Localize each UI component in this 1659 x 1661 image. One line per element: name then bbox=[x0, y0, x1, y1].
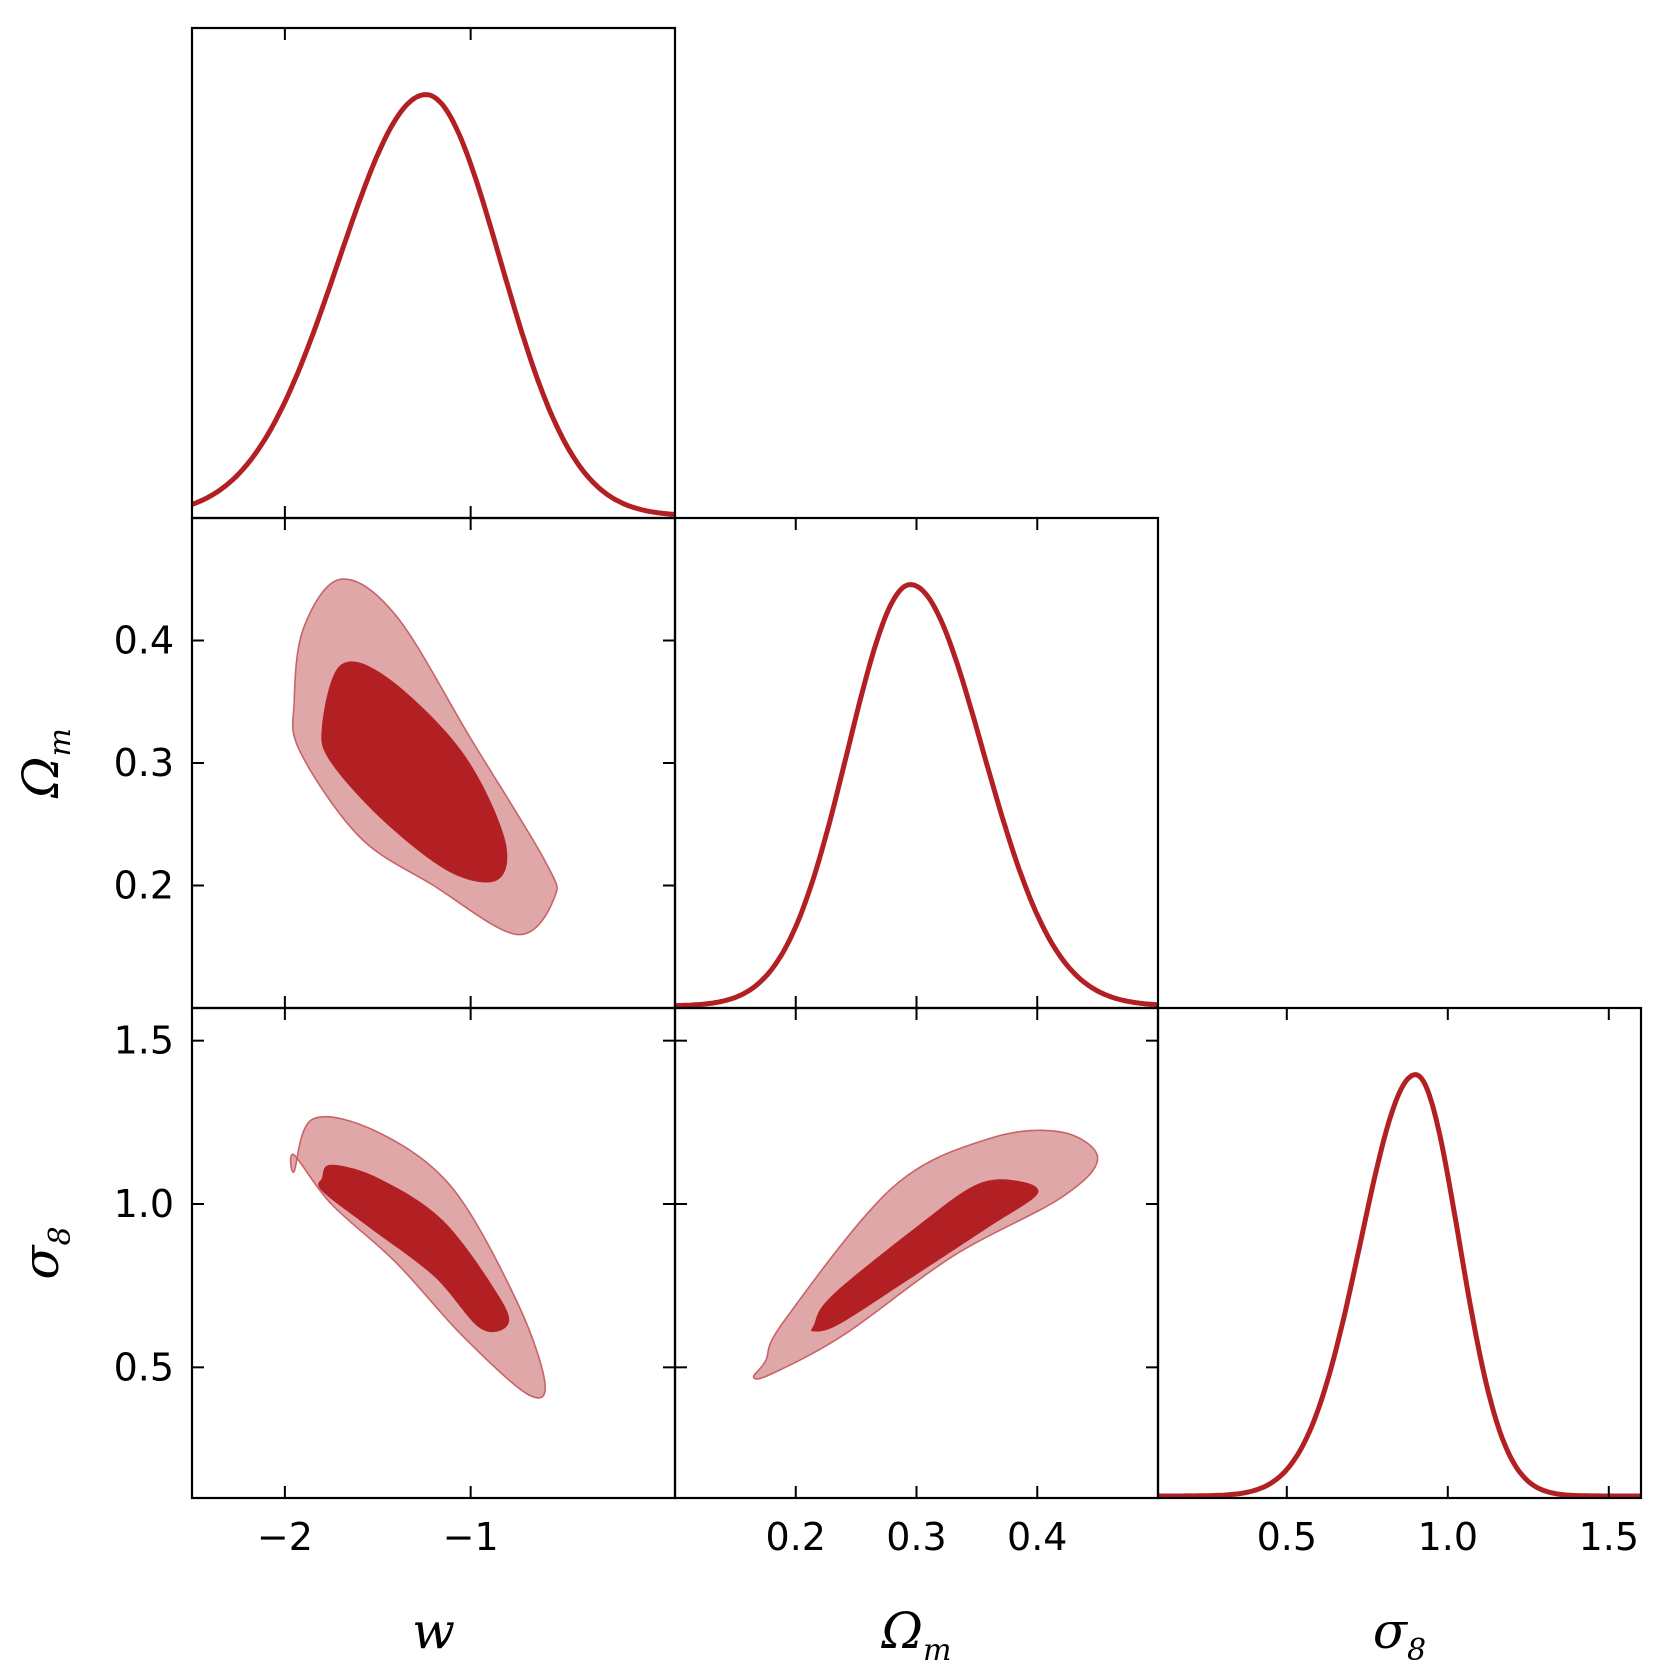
x-tick-label-Om: 0.4 bbox=[1007, 1515, 1067, 1559]
panel-Om-s8 bbox=[673, 1006, 1160, 1500]
y-tick-label-Om: 0.2 bbox=[114, 864, 174, 908]
marginal-curve-s8 bbox=[1158, 1072, 1641, 1498]
contour-68-w-s8 bbox=[318, 1164, 510, 1333]
x-tick-label-Om: 0.3 bbox=[886, 1515, 946, 1559]
x-axis-label-Om: Ωm bbox=[881, 1602, 952, 1661]
y-tick-label-s8: 0.5 bbox=[114, 1345, 174, 1389]
panel-frame bbox=[1156, 1006, 1643, 1500]
contour-68-Om-s8 bbox=[811, 1179, 1039, 1332]
x-tick-label-w: −2 bbox=[257, 1515, 313, 1559]
x-tick-label-s8: 1.5 bbox=[1579, 1515, 1639, 1559]
x-tick-label-Om: 0.2 bbox=[766, 1515, 826, 1559]
y-tick-label-Om: 0.3 bbox=[114, 741, 174, 785]
panel-Om-marginal bbox=[673, 516, 1160, 1010]
x-axis-label-w: w bbox=[412, 1602, 455, 1660]
contour-68-w-Om bbox=[321, 661, 508, 883]
panel-w-marginal bbox=[190, 26, 677, 520]
x-tick-label-s8: 1.0 bbox=[1418, 1515, 1478, 1559]
y-tick-label-Om: 0.4 bbox=[114, 619, 174, 663]
x-tick-label-w: −1 bbox=[443, 1515, 499, 1559]
marginal-curve-Om bbox=[675, 582, 1158, 1008]
x-axis-label-s8: σ8 bbox=[1373, 1602, 1426, 1661]
panel-w-Om bbox=[190, 516, 677, 1010]
y-tick-label-s8: 1.0 bbox=[114, 1182, 174, 1226]
x-tick-label-s8: 0.5 bbox=[1257, 1515, 1317, 1559]
panel-frame bbox=[673, 516, 1160, 1010]
y-axis-label-Om: Ωm bbox=[12, 728, 78, 799]
panel-w-s8 bbox=[190, 1006, 677, 1500]
y-axis-label-s8: σ8 bbox=[12, 1226, 78, 1279]
y-tick-label-s8: 1.5 bbox=[114, 1019, 174, 1063]
panel-s8-marginal bbox=[1156, 1006, 1643, 1500]
marginal-curve-w bbox=[192, 92, 675, 517]
